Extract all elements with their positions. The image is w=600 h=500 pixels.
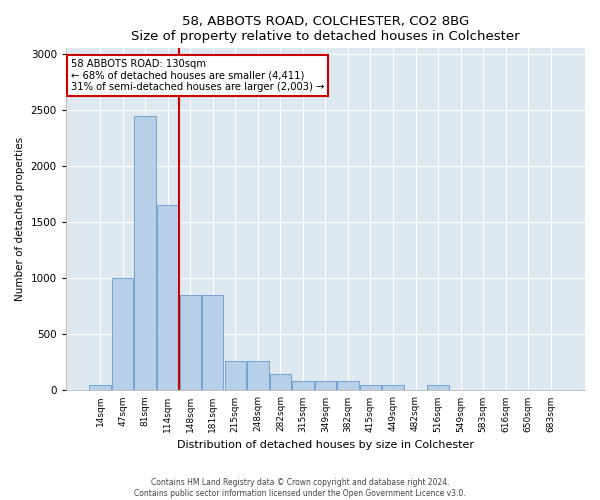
Bar [427, 385, 449, 390]
Bar [247, 362, 269, 390]
Bar [112, 278, 133, 390]
Title: 58, ABBOTS ROAD, COLCHESTER, CO2 8BG
Size of property relative to detached house: 58, ABBOTS ROAD, COLCHESTER, CO2 8BG Siz… [131, 15, 520, 43]
Bar [157, 206, 178, 390]
Bar [292, 382, 314, 390]
Bar [224, 362, 246, 390]
Bar [360, 385, 381, 390]
Bar [202, 295, 223, 390]
Bar [179, 295, 201, 390]
Y-axis label: Number of detached properties: Number of detached properties [15, 138, 25, 302]
Bar [269, 374, 291, 390]
Bar [337, 382, 359, 390]
Bar [382, 385, 404, 390]
Bar [134, 116, 156, 390]
Text: 58 ABBOTS ROAD: 130sqm
← 68% of detached houses are smaller (4,411)
31% of semi-: 58 ABBOTS ROAD: 130sqm ← 68% of detached… [71, 58, 325, 92]
Text: Contains HM Land Registry data © Crown copyright and database right 2024.
Contai: Contains HM Land Registry data © Crown c… [134, 478, 466, 498]
Bar [89, 385, 111, 390]
Bar [315, 382, 336, 390]
X-axis label: Distribution of detached houses by size in Colchester: Distribution of detached houses by size … [177, 440, 474, 450]
